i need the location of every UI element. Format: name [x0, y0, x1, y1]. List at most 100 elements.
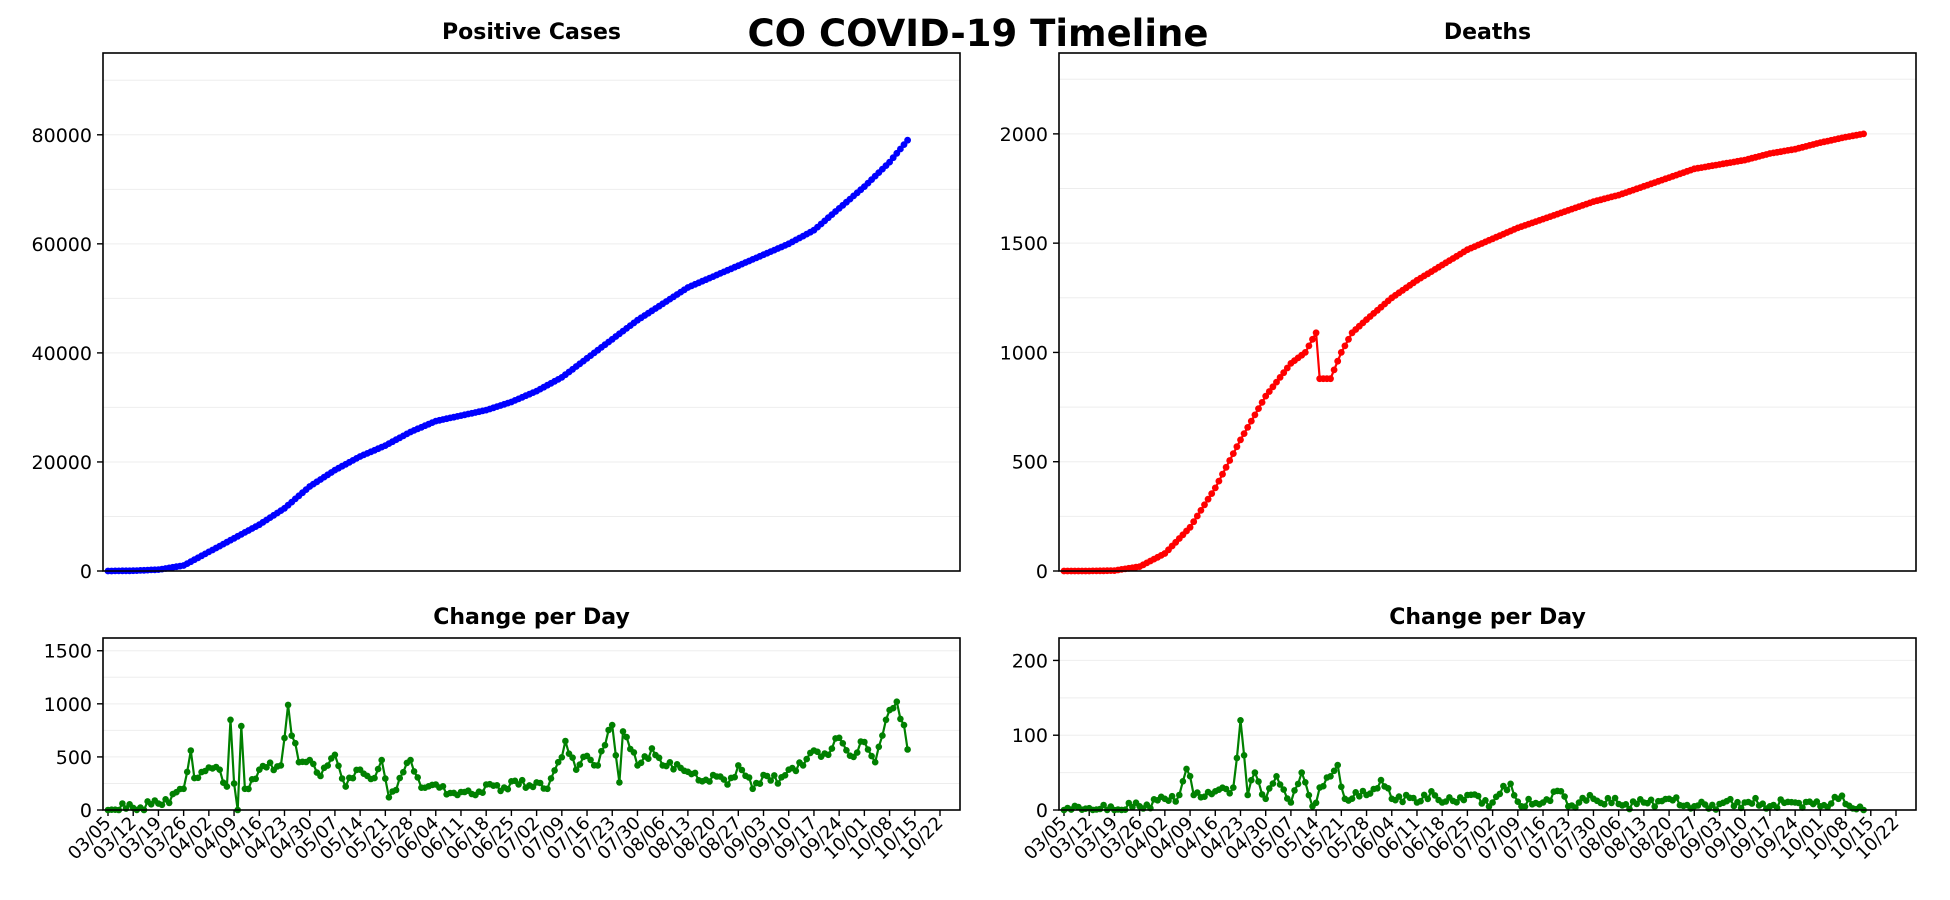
cases_change_per_day-point [616, 779, 623, 786]
figure-title: CO COVID-19 Timeline [747, 12, 1208, 55]
deaths-ytick-label: 2000 [1000, 124, 1048, 146]
cases_change_per_day-point [324, 762, 332, 769]
deaths-point [1229, 450, 1237, 457]
cases_change_per_day-point [875, 743, 883, 751]
cases_change_per_day-point [558, 754, 566, 761]
positive_cases-ytick-label: 0 [80, 561, 92, 583]
deaths-point [1226, 457, 1234, 464]
deaths_change_per_day-point [1168, 792, 1176, 800]
cases_change_per_day-point [504, 785, 512, 793]
cases_change_per_day-point [738, 766, 746, 774]
deaths_change_per_day-point [1604, 794, 1612, 802]
cases_change_per_day-point [825, 751, 832, 759]
cases_change_per_day-point [803, 755, 810, 763]
cases_change_per_day-ytick-label: 0 [80, 800, 92, 822]
cases_change_per_day-point [853, 749, 861, 756]
cases_change_per_day-point [385, 794, 393, 801]
deaths-point [1337, 349, 1345, 356]
cases_change_per_day-point [879, 732, 886, 739]
deaths_change_per_day-point [1503, 786, 1511, 794]
deaths_change_per_day-point [1525, 795, 1532, 803]
deaths-point [1244, 424, 1252, 431]
deaths_change_per_day-point [1298, 769, 1305, 776]
deaths_change_per_day-point [1561, 793, 1568, 800]
deaths_change_per_day-point [1514, 798, 1522, 805]
cases_change_per_day-point [392, 786, 400, 794]
deaths_change_per_day-point [1507, 780, 1514, 788]
deaths-point [1193, 512, 1201, 520]
cases_change_per_day-point [587, 756, 594, 764]
deaths_change_per_day-point [1474, 792, 1482, 800]
cases_change_per_day-title: Change per Day [433, 605, 630, 630]
cases_change_per_day-point [724, 781, 731, 788]
deaths-ytick-label: 0 [1036, 561, 1048, 583]
cases_change_per_day-point [868, 752, 875, 760]
cases_change_per_day-point [619, 728, 627, 735]
cases_change_per_day-point [605, 726, 612, 734]
cases_change_per_day-point [180, 785, 187, 793]
deaths_change_per_day-point [1431, 792, 1439, 799]
deaths-point [1309, 335, 1316, 343]
deaths_change_per_day-point [1356, 793, 1363, 800]
cases_change_per_day-point [493, 782, 501, 789]
deaths-point [1222, 463, 1230, 471]
deaths-point [1312, 329, 1320, 337]
deaths_change_per_day-point [1237, 717, 1244, 724]
deaths_change_per_day-point [1399, 798, 1406, 806]
cases_change_per_day-point [288, 732, 296, 739]
cases_change_per_day-point [882, 716, 890, 724]
deaths_change_per_day-point [1312, 799, 1320, 807]
cases_change_per_day-point [331, 751, 339, 759]
cases_change_per_day-point [889, 704, 897, 712]
deaths_change_per_day-point [1460, 796, 1468, 804]
cases_change_per_day-point [342, 783, 350, 790]
deaths-point [1204, 495, 1212, 503]
deaths-ytick-label: 500 [1012, 452, 1048, 474]
cases_change_per_day-point [572, 766, 580, 773]
deaths_change_per_day-point [1611, 794, 1619, 802]
deaths_change_per_day-point [1226, 790, 1233, 797]
cases_change_per_day-point [371, 774, 378, 782]
deaths_change_per_day-point [1622, 801, 1630, 808]
cases_change_per_day-point [763, 772, 771, 780]
cases_change_per_day-point [835, 734, 843, 742]
cases_change_per_day-point [194, 774, 202, 782]
cases_change_per_day-axes-frame [102, 637, 961, 811]
deaths-ytick-label: 1500 [1000, 233, 1048, 255]
deaths-point [1258, 399, 1266, 406]
deaths_change_per_day-point [1240, 752, 1248, 759]
cases_change_per_day-point [547, 775, 555, 782]
cases_change_per_day-point [439, 783, 447, 790]
cases_change_per_day-point [637, 759, 645, 767]
cases_change_per_day-point [608, 721, 616, 729]
deaths_change_per_day-point [1489, 799, 1496, 806]
deaths-point [1301, 349, 1309, 356]
deaths-point [1280, 369, 1288, 377]
positive_cases-axes-frame [102, 52, 961, 572]
deaths_change_per_day-point [1172, 798, 1179, 805]
deaths_change_per_day-title: Change per Day [1389, 605, 1586, 630]
deaths_change_per_day-plot: Change per Day010020003/0503/1203/1903/2… [1012, 605, 1917, 864]
deaths-point [1208, 490, 1216, 497]
deaths_change_per_day-point [1129, 803, 1136, 811]
deaths_change_per_day-point [1734, 798, 1741, 806]
cases_change_per_day-point [396, 774, 404, 782]
deaths_change_per_day-point [1651, 803, 1658, 810]
cases_change_per_day-point [670, 766, 677, 773]
deaths_change_per_day-point [1795, 799, 1803, 807]
deaths_change_per_day-point [1827, 800, 1835, 807]
deaths-point [1273, 378, 1280, 386]
cases_change_per_day-point [839, 740, 847, 747]
cases_change_per_day-point [119, 800, 126, 807]
cases_change_per_day-point [781, 772, 789, 779]
deaths_change_per_day-point [1608, 799, 1615, 807]
cases_change_per_day-point [720, 776, 728, 783]
deaths_change_per_day-point [1453, 799, 1460, 806]
deaths_change_per_day-point [1626, 805, 1633, 813]
deaths_change_per_day-point [1100, 801, 1107, 809]
cases_change_per_day-point [749, 785, 756, 793]
deaths-point [1283, 364, 1291, 372]
cases_change_per_day-point [569, 754, 576, 761]
deaths_change_per_day-point [1266, 785, 1273, 792]
